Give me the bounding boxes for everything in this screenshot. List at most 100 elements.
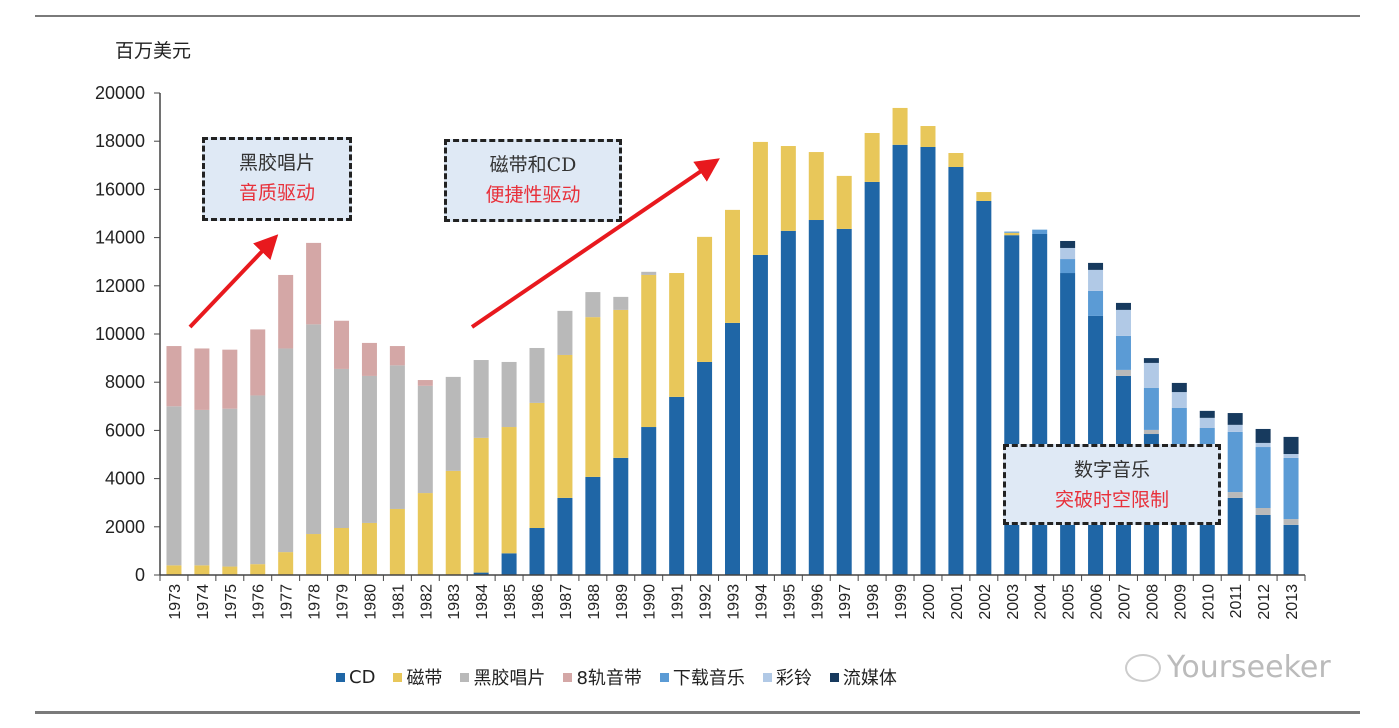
bar-segment-1973-2 xyxy=(166,406,182,566)
bar-segment-1996-0 xyxy=(808,220,824,575)
x-tick-label: 2005 xyxy=(1061,584,1078,620)
bar-segment-1976-1 xyxy=(250,564,266,575)
x-tick-label: 1982 xyxy=(418,584,435,620)
bar-segment-1982-2 xyxy=(417,385,433,494)
bar-segment-2002-0 xyxy=(976,200,992,575)
bar-segment-2003-4 xyxy=(1004,231,1020,233)
x-tick-label: 1987 xyxy=(558,584,575,620)
arrow-tape-cd xyxy=(470,158,720,329)
legend-label: 8轨音带 xyxy=(576,668,642,689)
legend-swatch xyxy=(460,672,470,682)
legend-label: 彩铃 xyxy=(775,668,812,689)
bar-segment-2009-6 xyxy=(1171,382,1187,393)
x-tick-label: 2001 xyxy=(949,584,966,620)
annotation-digital: 数字音乐 突破时空限制 xyxy=(1003,444,1221,525)
axes: 1973 1974 1975 1976 1977 1978 1979 1980 1981 1982… xyxy=(95,83,1306,620)
x-tick-label: 1998 xyxy=(865,584,882,620)
bar-segment-2007-2 xyxy=(1115,369,1131,376)
bar-segment-2012-4 xyxy=(1255,447,1271,509)
bar-segment-1974-1 xyxy=(194,565,210,575)
x-tick-label: 1991 xyxy=(670,584,687,620)
bar-segment-1979-2 xyxy=(334,368,350,529)
bar-segment-2013-5 xyxy=(1283,454,1299,458)
bar-segment-1974-2 xyxy=(194,409,210,566)
bar-segment-2004-4 xyxy=(1032,229,1048,234)
y-tick-label: 14000 xyxy=(95,228,145,248)
bar-segment-1986-1 xyxy=(529,402,545,529)
bar-segment-2005-4 xyxy=(1060,259,1076,274)
bar-segment-1974-3 xyxy=(194,348,210,410)
bar-segment-2012-0 xyxy=(1255,514,1271,575)
bar-segment-1983-1 xyxy=(445,470,461,575)
x-tick-label: 1976 xyxy=(251,584,268,620)
bar-segment-1976-3 xyxy=(250,329,266,396)
bar-segment-2011-0 xyxy=(1227,497,1243,575)
bar-segment-2005-6 xyxy=(1060,240,1076,248)
x-tick-label: 1978 xyxy=(307,584,324,620)
bar-segment-1997-1 xyxy=(836,175,852,229)
bar-segment-1988-0 xyxy=(585,476,601,575)
legend-swatch xyxy=(829,672,839,682)
legend-swatch xyxy=(393,672,403,682)
legend-swatch xyxy=(659,672,669,682)
bar-segment-2003-1 xyxy=(1004,232,1020,236)
bar-segment-1989-0 xyxy=(613,457,629,575)
y-tick-label: 16000 xyxy=(95,179,145,199)
bar-segment-1975-2 xyxy=(222,408,238,567)
bar-segment-2011-6 xyxy=(1227,413,1243,425)
bar-segment-2006-4 xyxy=(1088,290,1104,316)
bar-segment-1994-0 xyxy=(752,254,768,575)
bar-segment-2001-1 xyxy=(948,153,964,167)
x-tick-label: 1989 xyxy=(614,584,631,620)
legend-swatch xyxy=(336,672,345,682)
y-tick-label: 2000 xyxy=(105,517,145,537)
legend-swatch xyxy=(762,672,772,682)
annotation-vinyl-subtitle: 音质驱动 xyxy=(238,182,315,204)
bar-segment-2013-4 xyxy=(1283,457,1299,520)
watermark-text: Yourseeker xyxy=(1167,650,1331,685)
bar-segment-1996-1 xyxy=(808,152,824,221)
bar-segment-1983-2 xyxy=(445,376,461,471)
watermark: Yourseeker xyxy=(1125,650,1331,685)
y-tick-label: 10000 xyxy=(95,324,145,344)
x-tick-label: 1992 xyxy=(698,584,715,620)
bar-segment-1985-1 xyxy=(501,427,517,554)
x-tick-label: 2002 xyxy=(977,584,994,620)
stacked-bar-chart: 1973 1974 1975 1976 1977 1978 1979 1980 1981 1982… xyxy=(95,83,1306,620)
bar-segment-1999-1 xyxy=(892,107,908,145)
bar-segment-1985-2 xyxy=(501,361,517,428)
annotation-tape-cd-title: 磁带和CD xyxy=(489,154,577,176)
bar-segment-1999-0 xyxy=(892,144,908,575)
legend-item: 8轨音带 xyxy=(563,664,642,690)
bar-segment-1997-0 xyxy=(836,228,852,575)
bar-segment-1981-3 xyxy=(389,346,405,366)
bar-segment-1979-1 xyxy=(334,528,350,575)
bar-segment-1986-2 xyxy=(529,347,545,403)
bar-segment-2013-2 xyxy=(1283,519,1299,525)
bar-segment-1984-2 xyxy=(473,360,489,438)
bar-segment-1973-3 xyxy=(166,346,182,407)
bar-segment-1978-1 xyxy=(306,534,322,575)
bar-segment-2011-5 xyxy=(1227,424,1243,432)
bar-segment-2001-0 xyxy=(948,166,964,575)
bar-segment-1975-3 xyxy=(222,349,238,409)
x-tick-label: 1994 xyxy=(753,584,770,620)
bar-segment-2000-1 xyxy=(920,126,936,147)
x-tick-label: 1999 xyxy=(893,584,910,620)
bar-segment-1995-1 xyxy=(780,146,796,231)
y-tick-label: 12000 xyxy=(95,276,145,296)
annotation-tape-cd: 磁带和CD 便捷性驱动 xyxy=(444,139,622,222)
x-tick-label: 2012 xyxy=(1256,584,1273,620)
x-tick-label: 1988 xyxy=(586,584,603,620)
bar-segment-2010-5 xyxy=(1199,417,1215,428)
bar-segment-1981-2 xyxy=(389,365,405,509)
x-tick-label: 1984 xyxy=(474,584,491,620)
trend-arrows xyxy=(188,158,720,329)
bar-segment-2012-6 xyxy=(1255,428,1271,443)
bar-segment-1977-3 xyxy=(278,274,294,349)
bar-segment-1992-1 xyxy=(697,236,713,362)
x-tick-label: 2010 xyxy=(1200,584,1217,620)
bar-segment-1990-1 xyxy=(641,274,657,428)
bar-segment-1992-0 xyxy=(697,361,713,575)
y-tick-label: 18000 xyxy=(95,131,145,151)
